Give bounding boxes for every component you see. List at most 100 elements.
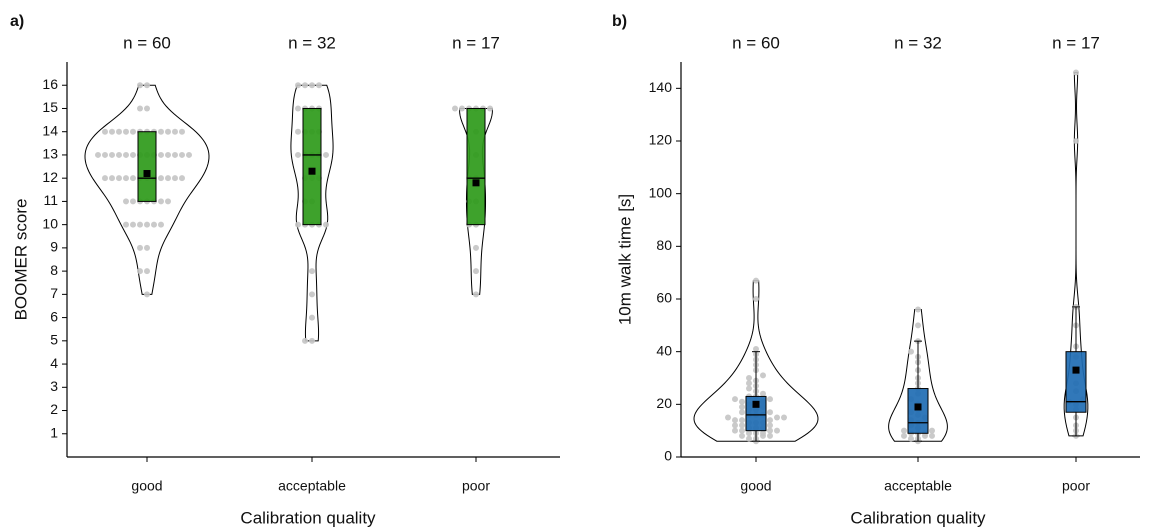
y-tick-label: 15: [42, 99, 58, 115]
data-point: [1073, 69, 1079, 76]
y-tick-label: 9: [50, 239, 58, 255]
data-point: [302, 337, 308, 344]
y-tick-label: 3: [50, 378, 58, 394]
x-tick-label: acceptable: [278, 478, 346, 494]
data-point: [102, 151, 108, 158]
data-point: [116, 128, 122, 135]
data-point: [130, 221, 136, 228]
data-point: [123, 175, 129, 182]
y-tick-label: 13: [42, 146, 58, 162]
data-point: [767, 409, 773, 416]
data-point: [165, 128, 171, 135]
data-point: [295, 82, 301, 89]
data-point: [302, 82, 308, 89]
data-point: [767, 396, 773, 403]
data-point: [158, 175, 164, 182]
data-point: [144, 105, 150, 112]
data-point: [158, 221, 164, 228]
data-point: [1073, 138, 1079, 144]
data-point: [309, 314, 315, 321]
data-point: [901, 427, 907, 434]
data-point: [102, 128, 108, 135]
data-point: [158, 198, 164, 205]
data-point: [753, 277, 759, 284]
data-point: [774, 427, 780, 434]
data-point: [473, 244, 479, 251]
data-point: [137, 221, 143, 228]
data-point: [901, 432, 907, 439]
data-point: [915, 322, 921, 329]
data-point: [102, 175, 108, 182]
data-point: [295, 151, 301, 158]
data-point: [116, 151, 122, 158]
n-label: n = 32: [894, 33, 942, 52]
data-point: [295, 105, 301, 112]
mean: [752, 400, 760, 408]
y-tick-label: 0: [664, 448, 672, 464]
data-point: [459, 105, 465, 112]
data-point: [144, 291, 150, 298]
y-tick-label: 7: [50, 285, 58, 301]
data-point: [739, 417, 745, 424]
mean: [143, 170, 151, 178]
box: [466, 107, 486, 226]
data-point: [746, 430, 752, 437]
data-point: [929, 432, 935, 439]
panel-label: b): [612, 13, 627, 30]
data-point: [915, 306, 921, 313]
y-axis-label: 10m walk time [s]: [615, 194, 634, 325]
data-point: [179, 175, 185, 182]
data-point: [137, 268, 143, 275]
data-point: [123, 221, 129, 228]
data-point: [165, 198, 171, 205]
data-point: [746, 385, 752, 392]
data-point: [908, 348, 914, 355]
data-point: [144, 268, 150, 275]
data-point: [165, 151, 171, 158]
data-point: [130, 175, 136, 182]
data-point: [144, 221, 150, 228]
data-point: [137, 105, 143, 112]
data-point: [739, 398, 745, 405]
y-tick-label: 10: [42, 215, 58, 231]
data-point: [929, 427, 935, 434]
data-point: [725, 414, 731, 421]
data-point: [781, 414, 787, 421]
data-point: [158, 151, 164, 158]
data-point: [172, 151, 178, 158]
data-point: [158, 128, 164, 135]
data-point: [767, 432, 773, 439]
y-tick-label: 80: [656, 237, 672, 253]
data-point: [760, 390, 766, 397]
data-point: [746, 380, 752, 387]
data-point: [137, 244, 143, 251]
data-point: [760, 372, 766, 379]
y-tick-label: 40: [656, 342, 672, 358]
mean: [914, 403, 922, 411]
data-point: [130, 128, 136, 135]
data-point: [151, 221, 157, 228]
data-point: [109, 128, 115, 135]
n-label: n = 17: [452, 33, 500, 52]
n-label: n = 60: [732, 33, 780, 52]
n-label: n = 17: [1052, 33, 1100, 52]
data-point: [739, 422, 745, 429]
data-point: [186, 151, 192, 158]
y-tick-label: 5: [50, 332, 58, 348]
box: [1065, 351, 1087, 413]
data-point: [767, 417, 773, 424]
data-point: [732, 417, 738, 424]
data-point: [295, 128, 301, 135]
x-axis-label: Calibration quality: [850, 508, 986, 527]
data-point: [130, 151, 136, 158]
data-point: [309, 291, 315, 298]
data-point: [116, 175, 122, 182]
data-point: [739, 427, 745, 434]
box: [302, 107, 322, 226]
data-point: [316, 82, 322, 89]
y-tick-label: 16: [42, 76, 58, 92]
y-tick-label: 120: [649, 132, 673, 148]
data-point: [123, 128, 129, 135]
y-tick-label: 8: [50, 262, 58, 278]
data-point: [309, 337, 315, 344]
